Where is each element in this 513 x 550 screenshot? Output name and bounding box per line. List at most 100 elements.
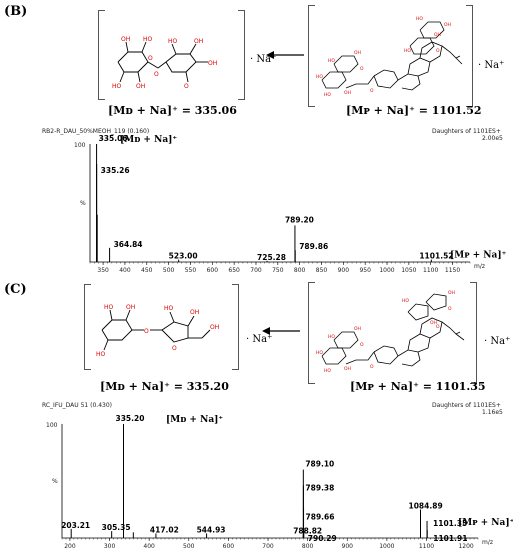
- parent-ion-label-b: [Mᴘ + Na]⁺ = 1101.52: [346, 104, 482, 117]
- svg-text:HO: HO: [402, 298, 409, 304]
- peak-label: 523.00: [169, 252, 198, 261]
- parent-ion-annotation: [Mᴘ + Na]⁺: [458, 518, 513, 528]
- svg-text:HO: HO: [416, 16, 423, 22]
- x-tick-label: 200: [64, 543, 76, 550]
- left-bracket-open: [98, 10, 105, 100]
- x-tick-label: 1000: [379, 543, 394, 550]
- arrow-left-icon: [262, 327, 300, 335]
- x-tick-label: 750: [272, 267, 284, 274]
- na-ion-right-c: · Na⁺: [484, 336, 511, 347]
- disaccharide-structure-c: HO OH HO O HO OH O OH: [96, 304, 219, 358]
- spectrum-b-experiment: Daughters of 1101ES+: [432, 128, 501, 135]
- peak-label: 305.35: [102, 523, 131, 532]
- svg-text:OH: OH: [354, 326, 361, 332]
- x-tick-label: 1150: [445, 267, 460, 274]
- svg-text:OH: OH: [126, 304, 135, 311]
- x-tick-label: 300: [104, 543, 116, 550]
- svg-text:OH: OH: [444, 22, 451, 28]
- svg-text:O: O: [360, 66, 364, 72]
- peak-label: 789.86: [299, 242, 328, 251]
- parent-ion-label-c: [Mᴘ + Na]⁺ = 1101.35: [350, 380, 486, 393]
- spectrum-c-chart: 100% 200 300 400 500 600 700 800 900 1000 1100 1200…: [46, 414, 513, 550]
- x-tick-label: 550: [185, 267, 197, 274]
- parent-ion-annotation: [Mᴘ + Na]⁺: [450, 251, 507, 261]
- x-tick-label: 450: [141, 267, 153, 274]
- y-tick-label-100: 100: [46, 422, 58, 429]
- arrow-left-icon: [266, 51, 304, 59]
- left-bracket-close: [238, 10, 245, 100]
- peak-label: 203.21: [61, 521, 90, 530]
- x-tick-label: 1050: [401, 267, 416, 274]
- x-tick-label: 700: [262, 543, 274, 550]
- x-tick-label: 350: [97, 267, 109, 274]
- left-bracket-close: [232, 284, 239, 370]
- x-tick-label: 900: [342, 543, 354, 550]
- x-tick-label: 850: [316, 267, 328, 274]
- x-tick-label: 700: [250, 267, 262, 274]
- x-tick-label: 900: [338, 267, 350, 274]
- svg-text:OH: OH: [136, 83, 145, 90]
- svg-text:O: O: [172, 345, 177, 352]
- x-tick-label: 600: [223, 543, 235, 550]
- x-tick-label: 950: [359, 267, 371, 274]
- svg-text:O: O: [370, 364, 374, 370]
- svg-text:HO: HO: [316, 74, 323, 80]
- svg-text:HO: HO: [328, 58, 335, 64]
- y-axis-label: %: [52, 478, 58, 485]
- svg-text:OH: OH: [190, 309, 199, 316]
- peak-label: 1084.89: [409, 502, 443, 511]
- peak-label: 364.84: [114, 240, 143, 249]
- spectrum-c-intensity: 1.16e5: [482, 409, 503, 416]
- x-axis-unit: m/z: [474, 263, 485, 270]
- x-axis-unit: m/z: [482, 539, 493, 546]
- y-axis-label: %: [80, 200, 86, 207]
- svg-text:OH: OH: [354, 50, 361, 56]
- peak-label: 789.66: [306, 512, 335, 521]
- spectrum-c-experiment: Daughters of 1101ES+: [432, 402, 501, 409]
- svg-text:O: O: [184, 83, 189, 90]
- spectrum-c-sample-id: RC_IFU_DAU 51 (0.430): [42, 402, 112, 409]
- svg-text:OH: OH: [434, 32, 441, 38]
- panel-c-label: (C): [4, 282, 27, 297]
- svg-text:HO: HO: [143, 36, 153, 43]
- svg-text:HO: HO: [324, 368, 331, 374]
- svg-text:OH: OH: [430, 320, 437, 326]
- svg-text:OH: OH: [194, 38, 203, 45]
- svg-text:OH: OH: [210, 324, 219, 331]
- peak-label: 544.93: [197, 525, 226, 534]
- panel-b-label: (B): [4, 4, 28, 19]
- left-bracket-open: [84, 284, 91, 370]
- right-bracket-close: [470, 282, 477, 384]
- svg-text:OH: OH: [344, 90, 351, 96]
- svg-text:O: O: [370, 88, 374, 94]
- x-tick-label: 600: [207, 267, 219, 274]
- peak-label: 1101.52: [419, 252, 453, 261]
- x-tick-label: 1200: [458, 543, 473, 550]
- svg-text:O: O: [144, 328, 149, 335]
- x-tick-label: 800: [294, 267, 306, 274]
- svg-text:OH: OH: [344, 366, 351, 372]
- svg-text:O: O: [148, 55, 153, 62]
- x-tick-label: 1000: [379, 267, 394, 274]
- svg-text:HO: HO: [96, 351, 106, 358]
- x-tick-label: 650: [228, 267, 240, 274]
- y-tick-label-100: 100: [74, 142, 86, 149]
- peak-label: 335.06: [99, 134, 128, 143]
- svg-text:O: O: [360, 342, 364, 348]
- x-tick-label: 1100: [423, 267, 438, 274]
- peak-label: 725.28: [257, 253, 286, 262]
- na-ion-left-c: · Na⁺: [246, 334, 273, 345]
- x-tick-label: 400: [143, 543, 155, 550]
- svg-text:O: O: [154, 71, 159, 78]
- na-ion-right-b: · Na⁺: [478, 60, 505, 71]
- svg-text:O: O: [436, 324, 440, 330]
- base-peak-annotation: [Mᴅ + Na]⁺: [120, 135, 177, 145]
- na-ion-left-b: · Na⁺: [250, 54, 277, 65]
- svg-text:OH: OH: [448, 290, 455, 296]
- peak-label: 1101.91: [433, 534, 467, 543]
- base-peak-annotation: [Mᴅ + Na]⁺: [166, 415, 223, 425]
- x-tick-label: 400: [119, 267, 131, 274]
- peak-label: 335.20: [115, 414, 144, 423]
